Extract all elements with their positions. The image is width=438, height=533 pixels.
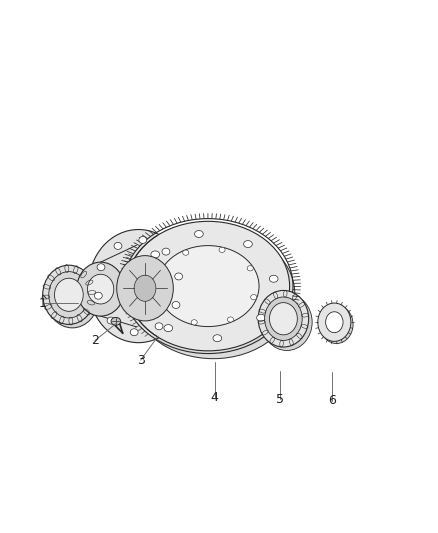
Ellipse shape (139, 237, 147, 244)
Ellipse shape (159, 272, 166, 278)
Ellipse shape (325, 312, 343, 333)
Ellipse shape (219, 247, 225, 253)
Ellipse shape (95, 292, 102, 299)
Ellipse shape (265, 297, 302, 341)
Ellipse shape (162, 248, 170, 255)
Ellipse shape (162, 254, 264, 334)
Ellipse shape (77, 262, 124, 316)
Ellipse shape (269, 275, 278, 282)
Ellipse shape (194, 230, 203, 238)
Ellipse shape (320, 305, 353, 344)
Ellipse shape (132, 229, 295, 359)
Ellipse shape (257, 314, 265, 321)
Ellipse shape (49, 272, 89, 318)
Ellipse shape (46, 269, 99, 328)
Ellipse shape (191, 320, 197, 325)
Ellipse shape (88, 230, 188, 343)
Ellipse shape (244, 240, 252, 247)
Ellipse shape (269, 303, 297, 335)
Text: 4: 4 (211, 391, 219, 403)
Ellipse shape (183, 250, 189, 255)
Ellipse shape (88, 274, 114, 304)
Ellipse shape (251, 295, 257, 300)
Ellipse shape (163, 301, 169, 306)
Ellipse shape (114, 243, 122, 249)
Ellipse shape (227, 317, 233, 322)
Ellipse shape (172, 302, 180, 309)
Ellipse shape (213, 335, 222, 342)
Ellipse shape (130, 329, 138, 336)
Ellipse shape (261, 294, 312, 351)
Text: 2: 2 (91, 334, 99, 347)
Ellipse shape (43, 265, 95, 325)
Ellipse shape (127, 221, 290, 351)
Ellipse shape (97, 264, 105, 271)
Ellipse shape (155, 323, 163, 330)
Ellipse shape (318, 303, 351, 341)
Ellipse shape (175, 273, 183, 280)
Ellipse shape (117, 256, 173, 321)
Text: 3: 3 (137, 353, 145, 367)
Text: 1: 1 (39, 297, 47, 310)
Ellipse shape (54, 278, 83, 311)
Ellipse shape (107, 317, 115, 324)
Ellipse shape (164, 325, 173, 332)
Ellipse shape (111, 318, 120, 325)
Ellipse shape (138, 290, 147, 297)
Ellipse shape (151, 251, 159, 258)
Ellipse shape (157, 246, 259, 327)
Ellipse shape (247, 265, 253, 271)
Text: 5: 5 (276, 393, 284, 406)
Text: 6: 6 (328, 394, 336, 407)
Ellipse shape (134, 275, 156, 301)
Ellipse shape (258, 290, 309, 347)
